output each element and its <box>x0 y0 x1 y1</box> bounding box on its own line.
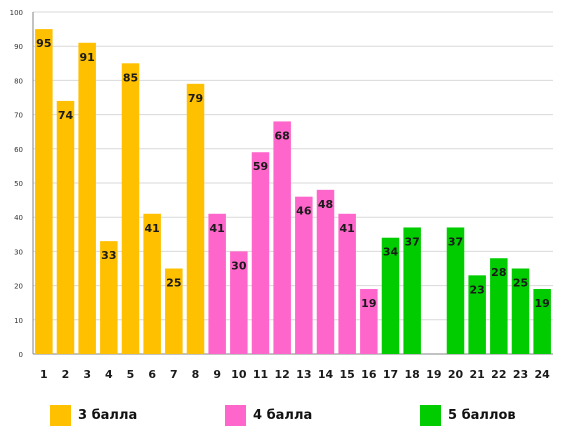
y-tick-label: 40 <box>14 214 23 222</box>
bar-18 <box>403 227 421 354</box>
x-tick-label: 17 <box>383 368 398 381</box>
x-tick-label: 19 <box>426 368 441 381</box>
bar-10 <box>230 251 248 354</box>
y-tick-label: 100 <box>10 9 23 17</box>
bar-1 <box>35 29 53 354</box>
x-tick-label: 2 <box>62 368 70 381</box>
bar-5 <box>121 63 140 355</box>
data-label-13: 46 <box>296 205 312 218</box>
x-tick-label: 15 <box>340 368 355 381</box>
x-tick-label: 12 <box>275 368 290 381</box>
x-tick-label: 3 <box>83 368 91 381</box>
bar-23 <box>511 268 530 354</box>
x-tick-label: 24 <box>535 368 551 381</box>
data-label-24: 19 <box>535 297 550 310</box>
data-label-1: 95 <box>36 37 51 50</box>
x-tick-label: 6 <box>148 368 156 381</box>
data-label-22: 28 <box>491 266 506 279</box>
bar-13 <box>295 196 313 354</box>
x-tick-label: 13 <box>296 368 311 381</box>
data-label-4: 33 <box>101 249 116 262</box>
x-tick-label: 1 <box>40 368 48 381</box>
data-label-15: 41 <box>340 222 355 235</box>
x-tick-label: 7 <box>170 368 178 381</box>
bar-12 <box>273 121 291 354</box>
x-tick-label: 5 <box>127 368 135 381</box>
bar-16 <box>360 289 378 354</box>
data-label-23: 25 <box>513 277 528 290</box>
y-tick-label: 0 <box>19 351 23 359</box>
data-label-16: 19 <box>361 297 376 310</box>
x-tick-label: 23 <box>513 368 528 381</box>
y-tick-label: 70 <box>14 112 23 120</box>
bar-7 <box>165 268 183 354</box>
bar-8 <box>186 83 205 354</box>
y-tick-label: 60 <box>14 146 23 154</box>
bar-14 <box>316 189 335 354</box>
bar-20 <box>446 227 465 354</box>
x-tick-label: 18 <box>405 368 420 381</box>
y-tick-label: 10 <box>14 317 23 325</box>
data-label-9: 41 <box>210 222 225 235</box>
x-tick-label: 10 <box>231 368 247 381</box>
x-tick-label: 14 <box>318 368 334 381</box>
x-tick-label: 9 <box>213 368 221 381</box>
legend-swatch-5-ballov <box>420 404 441 426</box>
bar-6 <box>143 213 161 354</box>
y-tick-label: 80 <box>14 77 23 85</box>
x-tick-label: 11 <box>253 368 268 381</box>
data-label-5: 85 <box>123 71 138 84</box>
bar-22 <box>490 258 508 354</box>
bar-15 <box>338 213 356 354</box>
data-label-7: 25 <box>166 277 181 290</box>
y-tick-label: 30 <box>14 248 23 256</box>
data-label-21: 23 <box>470 283 485 296</box>
data-label-17: 34 <box>383 246 399 259</box>
data-label-11: 59 <box>253 160 268 173</box>
data-label-8: 79 <box>188 92 203 105</box>
data-label-14: 48 <box>318 198 333 211</box>
data-label-10: 30 <box>231 259 247 272</box>
x-tick-label: 20 <box>448 368 464 381</box>
x-tick-label: 21 <box>470 368 485 381</box>
data-label-2: 74 <box>58 109 74 122</box>
x-tick-label: 8 <box>192 368 200 381</box>
x-tick-label: 22 <box>491 368 506 381</box>
bar-9 <box>208 213 226 354</box>
legend-item-4-balla: 4 балла <box>225 404 312 426</box>
legend-label-5-ballov: 5 баллов <box>448 407 516 423</box>
bar-17 <box>381 237 400 354</box>
x-tick-label: 4 <box>105 368 113 381</box>
bar-24 <box>533 289 551 354</box>
legend-item-3-balla: 3 балла <box>50 404 137 426</box>
legend-item-5-ballov: 5 баллов <box>420 404 516 426</box>
legend-swatch-4-balla <box>225 404 246 426</box>
x-tick-label: 16 <box>361 368 377 381</box>
data-label-6: 41 <box>145 222 160 235</box>
bar-4 <box>100 241 118 354</box>
y-tick-label: 50 <box>14 180 23 188</box>
bar-2 <box>56 100 75 354</box>
bar-21 <box>468 275 486 354</box>
data-label-20: 37 <box>448 235 463 248</box>
data-label-3: 91 <box>80 51 95 64</box>
y-tick-label: 90 <box>14 43 23 51</box>
legend-swatch-3-balla <box>50 404 71 426</box>
y-tick-label: 20 <box>14 283 23 291</box>
legend-label-4-balla: 4 балла <box>253 407 313 423</box>
bar-11 <box>251 152 270 354</box>
data-label-18: 37 <box>405 235 420 248</box>
data-label-12: 68 <box>275 129 290 142</box>
bar-3 <box>78 42 96 354</box>
legend-label-3-balla: 3 балла <box>78 407 138 423</box>
